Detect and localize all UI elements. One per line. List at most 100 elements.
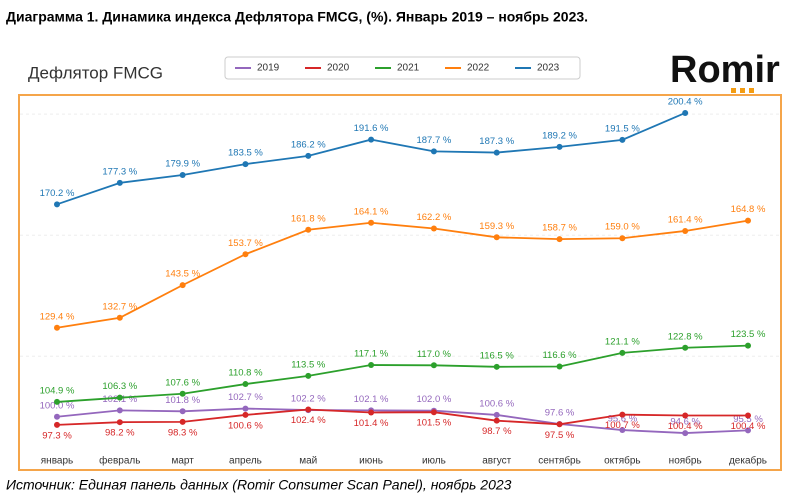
data-label: 97.6 %	[545, 408, 575, 419]
data-label: 161.4 %	[668, 214, 703, 225]
data-label: 95.6 %	[608, 414, 638, 425]
data-label: 101.5 %	[416, 418, 451, 429]
point	[305, 406, 312, 413]
point	[116, 314, 123, 321]
x-tick-label: февраль	[99, 455, 140, 467]
point	[242, 161, 249, 168]
point	[745, 342, 751, 349]
legend-label: 2022	[467, 63, 490, 74]
data-label: 94.6 %	[670, 417, 700, 428]
source: Источник: Единая панель данных (Romir Co…	[6, 477, 512, 493]
data-label: 158.7 %	[542, 223, 577, 234]
point	[305, 226, 312, 233]
point	[430, 409, 437, 416]
point	[682, 344, 689, 351]
data-label: 189.2 %	[542, 130, 577, 141]
x-tick-label: июль	[422, 456, 446, 467]
legend-label: 2021	[397, 63, 420, 74]
data-label: 100.7 %	[605, 420, 640, 431]
data-label: 191.5 %	[605, 123, 640, 134]
data-label: 143.5 %	[165, 269, 200, 280]
point	[242, 411, 249, 418]
data-label: 187.3 %	[479, 136, 514, 147]
data-label: 159.0 %	[605, 222, 640, 233]
point	[368, 136, 375, 143]
point	[54, 413, 60, 420]
point	[430, 362, 437, 369]
point	[556, 236, 563, 243]
point	[619, 411, 626, 418]
x-tick-label: октябрь	[604, 455, 641, 467]
legend-label: 2019	[257, 63, 280, 74]
x-tick-label: май	[299, 456, 317, 467]
data-label: 117.0 %	[417, 349, 452, 360]
data-label: 98.2 %	[105, 428, 135, 439]
point	[305, 372, 312, 379]
point	[179, 408, 186, 415]
data-label: 102.2 %	[291, 394, 326, 405]
data-label: 129.4 %	[40, 311, 75, 322]
series-line	[56, 407, 749, 434]
point	[116, 179, 123, 186]
legend-label: 2020	[327, 63, 350, 74]
point	[493, 234, 500, 241]
data-label: 170.2 %	[40, 188, 75, 199]
data-label: 104.9 %	[40, 385, 75, 396]
point	[242, 381, 249, 388]
point	[745, 427, 751, 434]
data-label: 106.3 %	[102, 381, 137, 392]
point	[179, 171, 186, 178]
point	[54, 324, 60, 331]
data-label: 179.9 %	[165, 158, 200, 169]
data-label: 161.8 %	[291, 213, 326, 224]
data-label: 186.2 %	[291, 139, 326, 150]
point	[54, 398, 60, 405]
data-label: 101.4 %	[354, 418, 389, 429]
point	[368, 409, 375, 416]
data-label: 100.4 %	[731, 421, 766, 432]
x-tick-label: ноябрь	[669, 455, 702, 467]
data-label: 102.4 %	[291, 415, 326, 426]
data-label: 102.0 %	[416, 394, 451, 405]
point	[430, 148, 437, 155]
point	[619, 427, 626, 434]
x-tick-label: апрель	[229, 456, 262, 467]
data-label: 116.6 %	[542, 350, 577, 361]
data-label: 162.2 %	[416, 212, 451, 223]
point	[682, 227, 689, 234]
x-tick-label: январь	[41, 456, 73, 467]
point	[619, 349, 626, 356]
point	[619, 136, 626, 143]
data-label: 117.1 %	[354, 349, 389, 360]
point	[745, 412, 751, 419]
logo: Romir	[670, 49, 780, 91]
point	[493, 363, 500, 370]
x-tick-label: декабрь	[729, 455, 767, 467]
data-label: 121.1 %	[605, 336, 640, 347]
series-line	[56, 219, 749, 329]
header: Диаграмма 1. Динамика индекса Дефлятора …	[6, 9, 588, 25]
data-label: 110.8 %	[228, 368, 263, 379]
data-label: 100.6 %	[479, 398, 514, 409]
chart-title: Дефлятор FMCG	[28, 63, 163, 82]
data-label: 101.8 %	[165, 395, 200, 406]
point	[368, 361, 375, 368]
data-label: 97.3 %	[42, 430, 72, 441]
point	[493, 417, 500, 424]
point	[368, 219, 375, 226]
point	[242, 251, 249, 258]
data-label: 177.3 %	[102, 166, 137, 177]
point	[556, 421, 563, 428]
x-tick-label: август	[482, 456, 511, 467]
data-label: 187.7 %	[416, 135, 451, 146]
data-label: 116.5 %	[480, 350, 515, 361]
point	[179, 390, 186, 397]
data-label: 159.3 %	[479, 221, 514, 232]
data-label: 122.8 %	[668, 331, 703, 342]
point	[54, 421, 60, 428]
series-line	[56, 344, 749, 403]
data-label: 102.1 %	[354, 394, 389, 405]
point	[242, 405, 249, 412]
point	[305, 152, 312, 159]
